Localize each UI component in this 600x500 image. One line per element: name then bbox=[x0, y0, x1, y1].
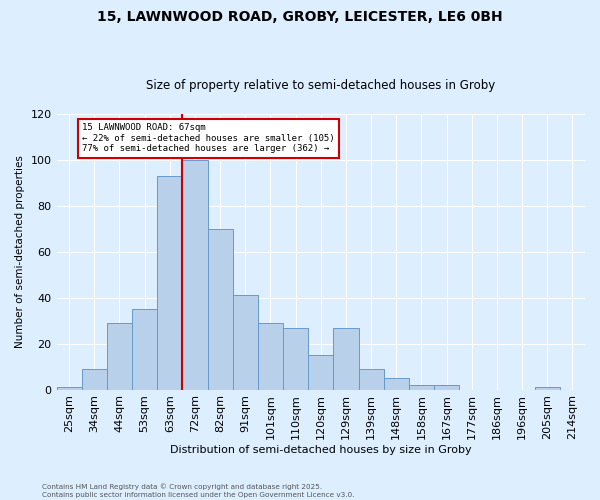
Text: Contains HM Land Registry data © Crown copyright and database right 2025.
Contai: Contains HM Land Registry data © Crown c… bbox=[42, 484, 355, 498]
Bar bbox=[182, 160, 208, 390]
Bar bbox=[132, 309, 157, 390]
Bar bbox=[409, 385, 434, 390]
Text: 15, LAWNWOOD ROAD, GROBY, LEICESTER, LE6 0BH: 15, LAWNWOOD ROAD, GROBY, LEICESTER, LE6… bbox=[97, 10, 503, 24]
Bar bbox=[334, 328, 359, 390]
Bar bbox=[233, 296, 258, 390]
X-axis label: Distribution of semi-detached houses by size in Groby: Distribution of semi-detached houses by … bbox=[170, 445, 472, 455]
Bar bbox=[56, 388, 82, 390]
Bar bbox=[383, 378, 409, 390]
Bar bbox=[535, 388, 560, 390]
Bar bbox=[258, 323, 283, 390]
Bar bbox=[434, 385, 459, 390]
Bar bbox=[308, 355, 334, 390]
Bar bbox=[359, 369, 383, 390]
Bar bbox=[157, 176, 182, 390]
Bar bbox=[107, 323, 132, 390]
Y-axis label: Number of semi-detached properties: Number of semi-detached properties bbox=[15, 156, 25, 348]
Title: Size of property relative to semi-detached houses in Groby: Size of property relative to semi-detach… bbox=[146, 79, 496, 92]
Bar bbox=[82, 369, 107, 390]
Bar bbox=[208, 229, 233, 390]
Bar bbox=[283, 328, 308, 390]
Text: 15 LAWNWOOD ROAD: 67sqm
← 22% of semi-detached houses are smaller (105)
77% of s: 15 LAWNWOOD ROAD: 67sqm ← 22% of semi-de… bbox=[82, 123, 335, 153]
